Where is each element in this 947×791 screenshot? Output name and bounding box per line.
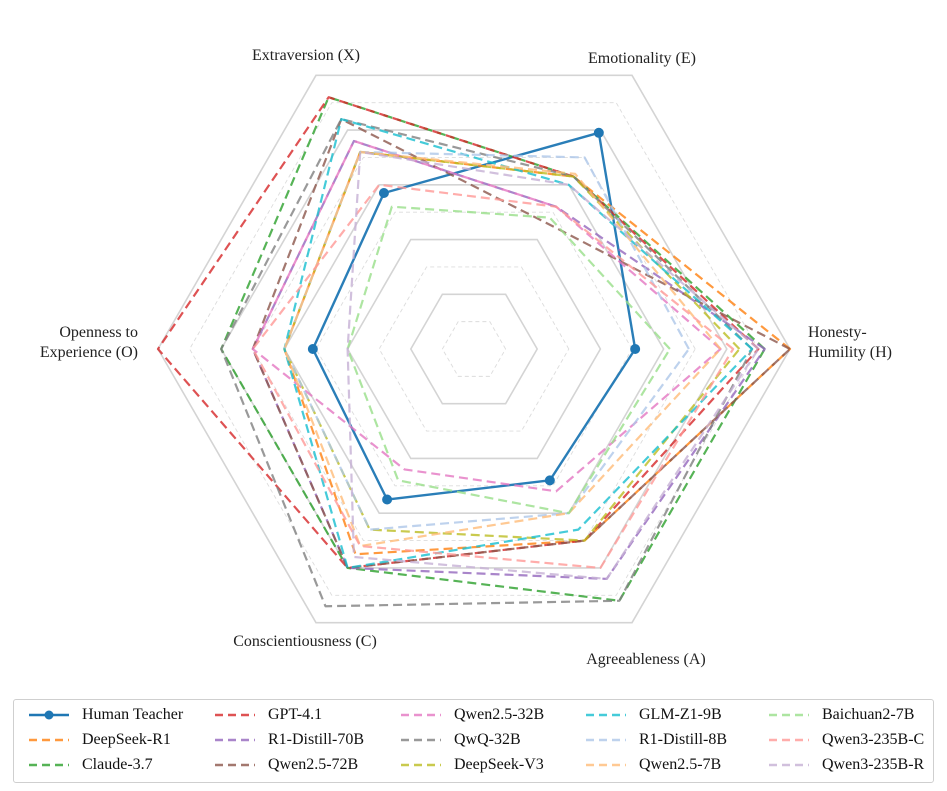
series-line: [283, 150, 722, 548]
legend-swatch: [29, 738, 69, 742]
legend-label: Qwen2.5-32B: [454, 706, 545, 723]
axis-label-line: Humility (H): [808, 344, 892, 361]
legend-swatch: [769, 713, 809, 717]
axis-label: Honesty- Humility (H): [808, 324, 892, 361]
legend-item: Qwen2.5-72B: [214, 755, 358, 775]
legend-item: GPT-4.1: [214, 705, 322, 725]
legend-label: R1-Distill-8B: [639, 731, 728, 748]
legend-label: Qwen2.5-72B: [268, 756, 359, 773]
series-marker: [378, 188, 389, 199]
legend-swatch: [215, 763, 255, 767]
series-line: [283, 150, 690, 531]
series-line: [346, 205, 672, 515]
series-marker: [630, 344, 641, 354]
axis-label: Emotionality (E): [588, 50, 696, 67]
legend-label: R1-Distill-70B: [268, 731, 365, 748]
legend-label: Qwen3-235B-C: [822, 731, 925, 748]
legend-label: Qwen2.5-7B: [639, 756, 722, 773]
legend-label: GPT-4.1: [268, 706, 323, 723]
grid-ring: [346, 238, 602, 460]
legend-item: R1-Distill-70B: [214, 730, 364, 750]
axis-label-line: Agreeableness (A): [586, 651, 706, 668]
legend-swatch: [401, 713, 441, 717]
legend-item: Human Teacher: [28, 705, 183, 725]
grid-ring: [441, 321, 507, 377]
series-marker: [382, 494, 393, 505]
grid-ring: [315, 211, 633, 487]
legend-swatch: [401, 738, 441, 742]
series-line: [251, 183, 735, 570]
legend-swatch: [769, 763, 809, 767]
series-marker: [307, 344, 318, 354]
series-marker: [544, 475, 555, 486]
legend-label: DeepSeek-V3: [454, 756, 544, 773]
legend-swatch: [586, 763, 626, 767]
legend-swatch: [215, 713, 255, 717]
grid-ring: [189, 102, 759, 596]
legend: Human Teacher DeepSeek-R1 Claude-3.7 GPT-4.…: [13, 699, 934, 783]
legend-label: QwQ-32B: [454, 731, 521, 748]
axis-label-line: Experience (O): [40, 344, 138, 361]
axis-label: Conscientiousness (C): [233, 633, 377, 650]
radar-series: [156, 96, 792, 608]
axis-label-line: Conscientiousness (C): [233, 633, 377, 650]
legend-item: Qwen2.5-32B: [400, 705, 544, 725]
legend-swatch: [586, 738, 626, 742]
legend-item: DeepSeek-V3: [400, 755, 544, 775]
radar-chart: Honesty- Humility (H) Emotionality (E) Extr…: [40, 47, 892, 668]
legend-item: Qwen3-235B-C: [768, 730, 924, 750]
axis-label: Openness to Experience (O): [40, 324, 138, 361]
legend-item: DeepSeek-R1: [28, 730, 171, 750]
axis-label-line: Emotionality (E): [588, 50, 696, 67]
axis-label: Extraversion (X): [252, 47, 360, 64]
legend-label: Qwen3-235B-R: [822, 756, 925, 773]
legend-label: Human Teacher: [82, 706, 184, 723]
legend-item: Claude-3.7: [28, 755, 153, 775]
legend-swatch: [586, 713, 626, 717]
legend-swatch: [29, 710, 69, 720]
series-line: [346, 150, 760, 580]
grid-ring: [409, 293, 539, 405]
axis-label-line: Honesty-: [808, 324, 867, 341]
legend-swatch: [215, 738, 255, 742]
legend-label: DeepSeek-R1: [82, 731, 171, 748]
legend-swatch: [29, 763, 69, 767]
legend-item: GLM-Z1-9B: [585, 705, 722, 725]
series-line: [283, 118, 754, 570]
axis-label: Agreeableness (A): [586, 651, 706, 668]
legend-item: Baichuan2-7B: [768, 705, 914, 725]
legend-item: Qwen3-235B-R: [768, 755, 924, 775]
series-line: [156, 96, 760, 570]
legend-swatch: [769, 738, 809, 742]
legend-label: Baichuan2-7B: [822, 706, 915, 723]
series-line: [220, 118, 754, 608]
legend-swatch: [401, 763, 441, 767]
legend-label: GLM-Z1-9B: [639, 706, 722, 723]
axis-label-line: Extraversion (X): [252, 47, 360, 64]
axis-labels: Honesty- Humility (H) Emotionality (E) Extr…: [40, 47, 892, 668]
legend-item: QwQ-32B: [400, 730, 521, 750]
legend-label: Claude-3.7: [82, 756, 153, 773]
grid-ring: [378, 266, 570, 432]
series-line: [251, 118, 792, 570]
axis-label-line: Openness to: [59, 324, 138, 341]
series-marker: [593, 127, 604, 138]
legend-item: R1-Distill-8B: [585, 730, 727, 750]
legend-item: Qwen2.5-7B: [585, 755, 721, 775]
